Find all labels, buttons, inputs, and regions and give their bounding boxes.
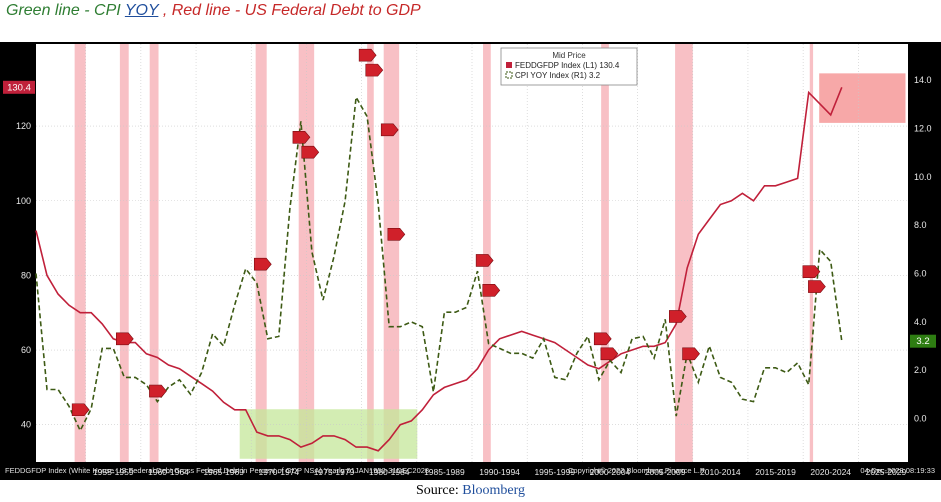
- recession-band-8: [601, 44, 609, 462]
- x-tick-label-3: 1970-1974: [259, 467, 300, 477]
- x-tick-label-2: 1965-1969: [203, 467, 244, 477]
- svg-text:130.4: 130.4: [7, 82, 31, 93]
- x-tick-label-9: 2000-2004: [590, 467, 631, 477]
- x-tick-label-4: 1975-1979: [314, 467, 355, 477]
- grid-lines: [36, 44, 908, 462]
- x-tick-label-7: 1990-1994: [479, 467, 520, 477]
- legend-header: Mid Price: [552, 51, 586, 60]
- right-axis-ticks: 0.0 2.0 4.0 6.0 8.0 10.0 12.0 14.0: [914, 75, 932, 423]
- cpi-yoy-line: [35, 94, 843, 433]
- event-marker-2: [149, 384, 167, 398]
- recession-band-0: [74, 44, 86, 462]
- left-tick-label-1: 60: [21, 345, 31, 355]
- left-tick-label-2: 80: [21, 270, 31, 280]
- highlight-box-0: [239, 409, 418, 459]
- right-tick-label-1: 2.0: [914, 365, 927, 375]
- left-tick-label-4: 120: [16, 121, 31, 131]
- x-tick-label-11: 2010-2014: [700, 467, 741, 477]
- event-marker-12: [593, 332, 612, 346]
- source-line: Source: Bloomberg: [0, 483, 941, 499]
- right-tick-label-4: 8.0: [914, 220, 927, 230]
- x-tick-label-10: 2005-2009: [645, 467, 686, 477]
- x-axis-ticks: 1955-1959 1960-1964 1965-1969 1970-1974 1975…: [93, 467, 907, 477]
- recession-band-10: [809, 44, 814, 462]
- recession-band-9: [675, 44, 693, 462]
- debt-to-gdp-line: [35, 87, 843, 452]
- right-tick-label-5: 10.0: [914, 172, 932, 182]
- footer-series-description: FEDDGFDP Index (White House US Federal D…: [5, 466, 429, 475]
- recession-band-5: [367, 44, 374, 462]
- highlight-box-1: [819, 73, 906, 123]
- x-tick-label-13: 2020-2024: [810, 467, 851, 477]
- plot-area: [36, 44, 908, 462]
- right-tick-label-0: 0.0: [914, 414, 927, 424]
- chart-title: Green line - CPI YOY , Red line - US Fed…: [6, 2, 421, 20]
- x-tick-label-5: 1980-1984: [369, 467, 410, 477]
- right-tick-label-6: 12.0: [914, 124, 932, 134]
- x-tick-label-1: 1960-1964: [148, 467, 189, 477]
- x-tick-label-6: 1985-1989: [424, 467, 465, 477]
- x-tick-label-8: 1995-1999: [534, 467, 575, 477]
- legend-swatch-debt: [506, 62, 512, 68]
- x-tick-label-0: 1955-1959: [93, 467, 134, 477]
- title-green-part: Green line - CPI: [6, 2, 125, 19]
- legend: Mid Price FEDDGFDP Index (L1) 130.4 CPI …: [500, 47, 638, 86]
- event-marker-4: [292, 131, 311, 144]
- event-marker-9: [387, 228, 406, 241]
- left-axis-ticks: 40 60 80 100 120: [16, 121, 31, 430]
- bloomberg-chart: 1955-1959 1960-1964 1965-1969 1970-1974 1975…: [0, 42, 941, 480]
- event-marker-10: [475, 254, 494, 267]
- event-marker-14: [669, 310, 687, 323]
- title-yoy-link: YOY: [124, 2, 159, 19]
- highlight-boxes: [239, 73, 906, 459]
- legend-swatch-cpi: [505, 71, 513, 79]
- legend-entry-debt: FEDDGFDP Index (L1) 130.4: [515, 61, 620, 70]
- event-marker-11: [482, 284, 501, 297]
- event-marker-0: [71, 403, 90, 417]
- left-tick-label-0: 40: [21, 420, 31, 430]
- recession-band-6: [383, 44, 400, 462]
- right-tick-label-2: 4.0: [914, 317, 927, 327]
- event-marker-1: [116, 332, 134, 346]
- left-last-value-label: 130.4: [3, 80, 35, 94]
- x-tick-label-14: 2025-2029: [866, 467, 907, 477]
- recession-band-7: [483, 44, 491, 462]
- recession-band-1: [119, 44, 129, 462]
- title-comma: ,: [158, 2, 172, 19]
- event-marker-13: [600, 347, 619, 361]
- left-tick-label-3: 100: [16, 196, 31, 206]
- event-marker-5: [301, 145, 320, 159]
- recession-band-2: [149, 44, 159, 462]
- recession-band-3: [255, 44, 267, 462]
- right-tick-label-3: 6.0: [914, 269, 927, 279]
- event-marker-8: [380, 123, 399, 137]
- x-tick-label-12: 2015-2019: [755, 467, 796, 477]
- source-label: Source:: [415, 483, 463, 498]
- source-link[interactable]: Bloomberg: [462, 483, 525, 498]
- event-marker-17: [808, 280, 826, 293]
- event-marker-6: [358, 48, 377, 62]
- event-marker-16: [802, 265, 821, 278]
- title-red-part: Red line - US Federal Debt to GDP: [171, 2, 421, 19]
- event-marker-15: [682, 347, 700, 361]
- footer-copyright: Copyright© 2023 Bloomberg Finance L.P.: [568, 466, 706, 475]
- right-tick-label-7: 14.0: [914, 75, 932, 85]
- footer-date: 04-Dec-2023 08:19:33: [860, 466, 935, 475]
- right-last-value-label: 3.2: [910, 334, 936, 348]
- svg-text:3.2: 3.2: [916, 336, 929, 347]
- legend-entry-cpi: CPI YOY Index (R1) 3.2: [515, 71, 601, 80]
- event-marker-3: [253, 257, 272, 271]
- event-marker-7: [365, 63, 384, 77]
- event-markers: [71, 48, 826, 417]
